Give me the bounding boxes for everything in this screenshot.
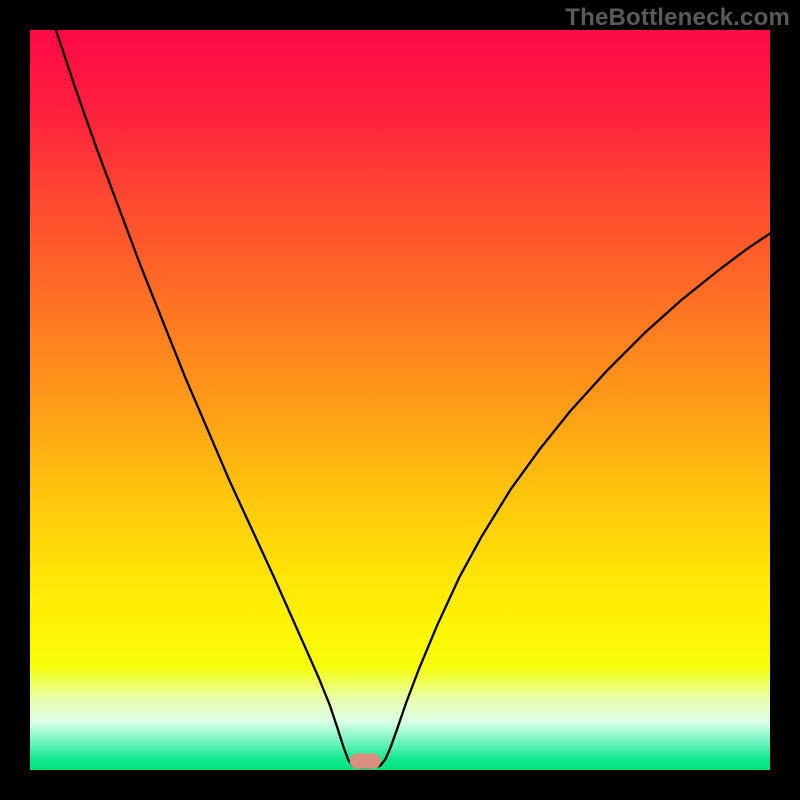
bottleneck-chart <box>0 0 800 800</box>
optimum-marker <box>350 753 381 769</box>
source-watermark-label: TheBottleneck.com <box>565 4 790 32</box>
plot-background <box>30 30 770 770</box>
chart-stage: TheBottleneck.com <box>0 0 800 800</box>
